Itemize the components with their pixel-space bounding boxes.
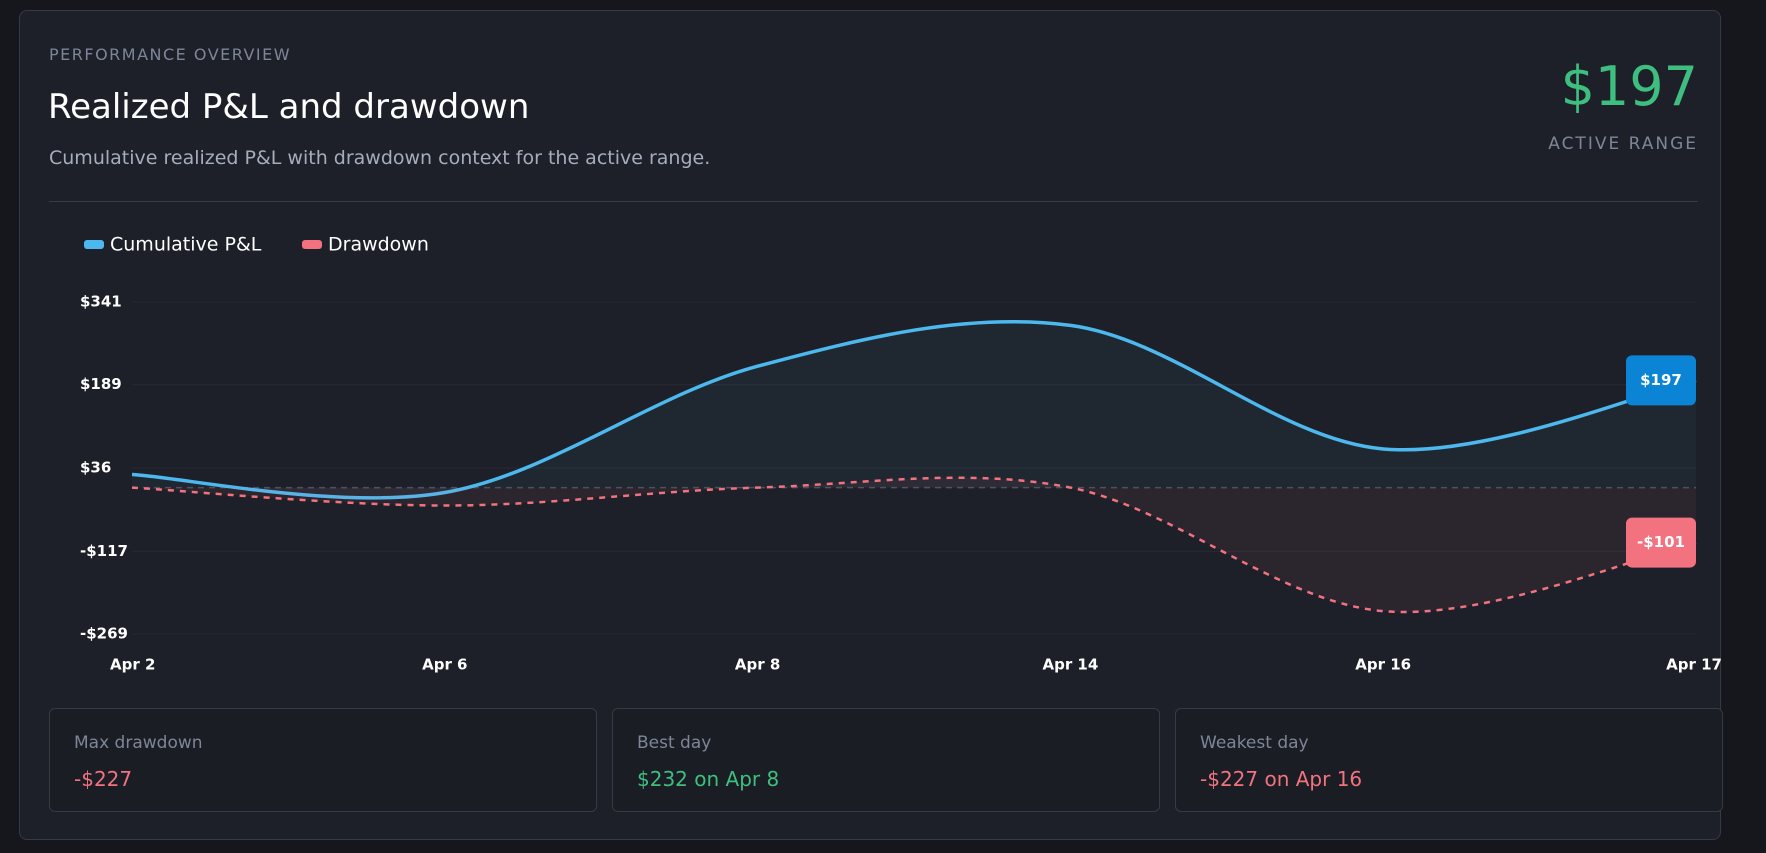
y-tick-label: -$269 [80,625,128,643]
headline-label: ACTIVE RANGE [1548,134,1698,154]
x-tick-label: Apr 16 [1355,656,1411,674]
stat-value: -$227 [74,767,133,791]
stat-card: Best day $232 on Apr 8 [612,708,1160,812]
series-line [131,319,1697,500]
divider [49,201,1698,202]
x-tick-label: Apr 14 [1042,656,1098,674]
x-tick-label: Apr 17 [1666,656,1722,674]
y-tick-label: -$117 [80,542,128,560]
x-tick-label: Apr 6 [422,656,467,674]
legend-label: Drawdown [328,234,429,256]
area [132,321,1696,498]
y-tick-label: $341 [80,293,122,311]
value-label: -$101 [1637,533,1685,551]
series-line [131,476,1697,614]
y-tick-label: $189 [80,375,122,393]
x-tick-label: Apr 2 [110,656,155,674]
eyebrow: PERFORMANCE OVERVIEW [49,45,292,64]
stat-label: Best day [637,733,712,753]
legend-swatch [302,240,322,249]
stat-value: -$227 on Apr 16 [1200,767,1363,791]
chart: $341 $189 $36 -$117 -$269 Apr 2 Apr 6 Apr 8 Apr … [80,234,1722,674]
y-tick-label: $36 [80,459,111,477]
headline-value: $197 [1560,55,1698,118]
value-badge [1626,355,1696,406]
area [132,477,1696,613]
stat-value: $232 on Apr 8 [637,767,780,791]
stat-card: Weakest day -$227 on Apr 16 [1175,708,1723,812]
x-tick-label: Apr 8 [735,656,780,674]
value-label: $197 [1640,371,1682,389]
title: Realized P&L and drawdown [48,87,530,127]
stat-card: Max drawdown -$227 [49,708,597,812]
stat-label: Max drawdown [74,733,203,753]
stat-label: Weakest day [1200,733,1309,753]
legend-label: Cumulative P&L [110,234,262,256]
card: PERFORMANCE OVERVIEW Realized P&L and dr… [19,10,1723,840]
value-badge [1626,517,1696,568]
legend-swatch [84,240,104,249]
subtitle: Cumulative realized P&L with drawdown co… [49,147,711,169]
